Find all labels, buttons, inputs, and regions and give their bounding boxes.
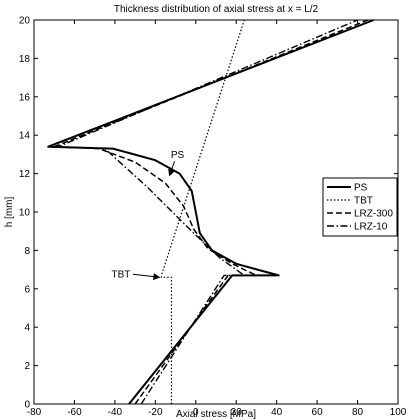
y-tick-label: 16 xyxy=(19,92,31,103)
x-tick-label: 20 xyxy=(231,407,243,418)
series-line-lrz-300 xyxy=(53,19,368,405)
y-axis-label: h [mm] xyxy=(4,197,15,228)
y-tick-label: 14 xyxy=(19,131,31,142)
series-layer xyxy=(47,19,375,405)
x-tick-label: 40 xyxy=(271,407,283,418)
y-tick-label: 6 xyxy=(24,284,30,295)
x-axis: -80 -60 -40 -20 0 20 40 60 80 100 xyxy=(27,20,407,418)
legend-entry: LRZ-10 xyxy=(354,222,388,233)
series-line-lrz-10 xyxy=(57,19,358,405)
x-tick-label: 60 xyxy=(312,407,324,418)
x-tick-label: -20 xyxy=(148,407,163,418)
annotation-arrow xyxy=(132,273,161,281)
legend-entry: TBT xyxy=(354,196,373,207)
annotation-layer: PS TBT xyxy=(112,150,185,280)
series-line-tbt xyxy=(160,19,245,404)
chart-title: Thickness distribution of axial stress a… xyxy=(114,4,319,15)
annotation-arrow xyxy=(168,161,176,177)
y-tick-label: 0 xyxy=(24,400,30,411)
x-tick-label: 0 xyxy=(193,407,199,418)
x-tick-label: -60 xyxy=(67,407,82,418)
annotation-label: PS xyxy=(171,150,185,161)
y-tick-label: 18 xyxy=(19,54,31,65)
annotation-label: TBT xyxy=(112,269,131,280)
series-line-ps xyxy=(47,19,375,405)
y-tick-label: 20 xyxy=(19,16,31,27)
y-tick-label: 10 xyxy=(19,208,31,219)
x-tick-label: 100 xyxy=(390,407,407,418)
legend: PS TBT LRZ-300 LRZ-10 xyxy=(322,177,398,237)
y-tick-label: 12 xyxy=(19,169,31,180)
x-tick-label: -40 xyxy=(108,407,123,418)
y-tick-label: 8 xyxy=(24,246,30,257)
x-axis-label: Axial stress [MPa] xyxy=(176,409,256,420)
x-tick-label: 80 xyxy=(352,407,364,418)
y-tick-label: 2 xyxy=(24,361,30,372)
y-tick-label: 4 xyxy=(24,323,30,334)
x-tick-label: -80 xyxy=(27,407,42,418)
legend-entry: LRZ-300 xyxy=(354,209,393,220)
legend-entry: PS xyxy=(354,183,368,194)
